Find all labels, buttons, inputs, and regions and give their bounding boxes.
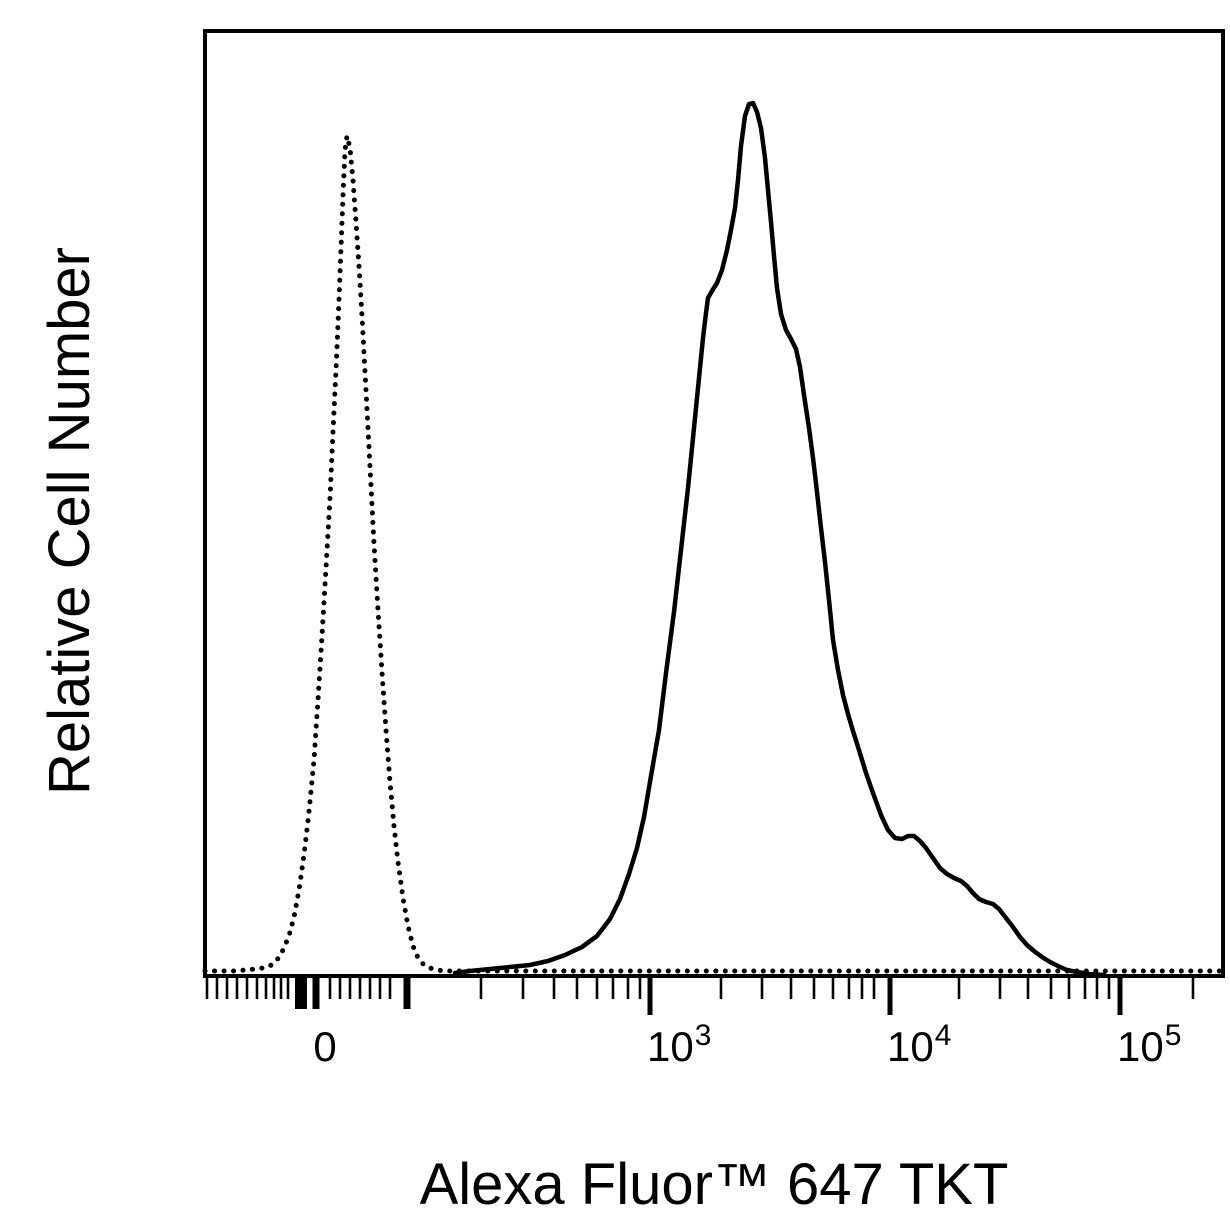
series-stained-sample <box>452 100 1107 978</box>
y-axis-label: Relative Cell Number <box>37 247 102 795</box>
x-tick-label-text: 10 <box>1117 1023 1164 1070</box>
x-tick-label-0: 0 <box>313 1022 336 1072</box>
x-tick-label-1: 103 <box>647 1019 711 1072</box>
x-tick-label-3: 105 <box>1117 1019 1181 1072</box>
x-tick-label-2: 104 <box>887 1019 951 1072</box>
x-tick-label-exponent: 3 <box>694 1019 712 1052</box>
x-tick-label-exponent: 5 <box>1164 1019 1182 1052</box>
plot-frame <box>203 29 1225 978</box>
series-unstained-control <box>202 133 1224 974</box>
x-tick-label-exponent: 4 <box>934 1019 952 1052</box>
x-tick-label-text: 10 <box>887 1023 934 1070</box>
x-axis-label: Alexa Fluor™ 647 TKT <box>419 1152 1009 1217</box>
x-tick-label-text: 10 <box>647 1023 694 1070</box>
x-tick-label-text: 0 <box>313 1023 337 1070</box>
